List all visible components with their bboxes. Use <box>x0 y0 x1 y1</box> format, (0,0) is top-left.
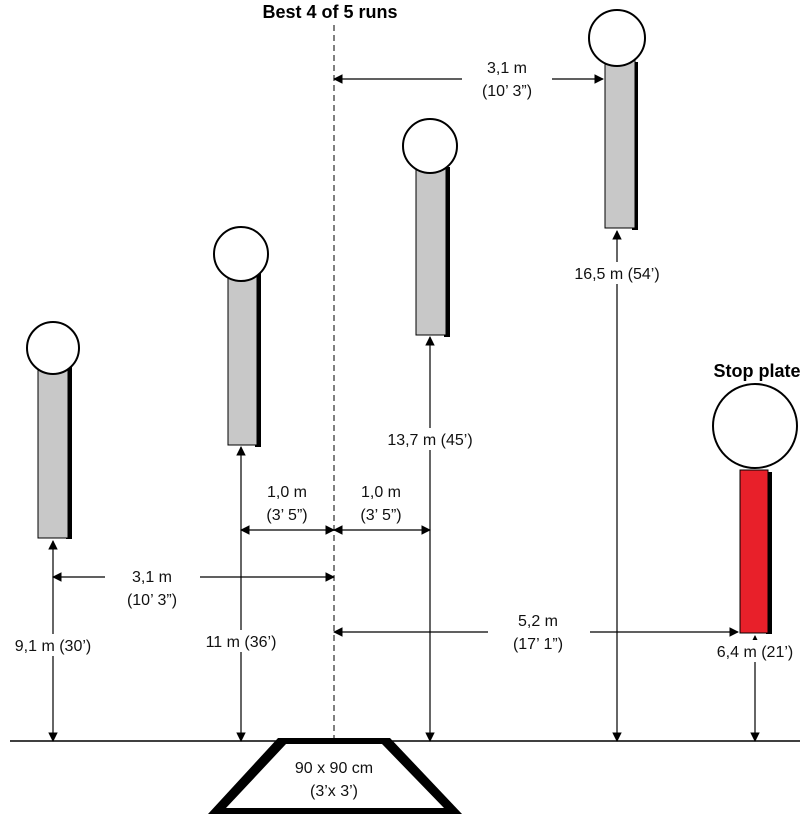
box-size-metric: 90 x 90 cm <box>295 760 373 777</box>
stop-plate <box>712 383 798 634</box>
spacing-stop-imperial: (17’ 1”) <box>513 636 563 653</box>
stop-plate-label: Stop plate <box>713 361 800 381</box>
spacing-left-outer-metric: 3,1 m <box>132 569 172 586</box>
box-size-imperial: (3’x 3’) <box>310 783 358 800</box>
spacing-right-inner-metric: 1,0 m <box>361 484 401 501</box>
spacing-left-inner-metric: 1,0 m <box>267 484 307 501</box>
target-plate-4 <box>588 9 646 230</box>
spacing-stop-metric: 5,2 m <box>518 613 558 630</box>
target-plate-1 <box>26 321 80 539</box>
target-plate-3 <box>402 118 458 337</box>
spacing-right-top-metric: 3,1 m <box>487 60 527 77</box>
title: Best 4 of 5 runs <box>262 2 397 22</box>
distance-label-2: 11 m (36’) <box>206 634 277 651</box>
spacing-right-inner-imperial: (3’ 5”) <box>360 507 401 524</box>
spacing-left-inner-imperial: (3’ 5”) <box>266 507 307 524</box>
distance-label-3: 13,7 m (45’) <box>387 432 472 449</box>
distance-label-4: 16,5 m (54’) <box>574 266 659 283</box>
spacing-right-top-imperial: (10’ 3”) <box>482 83 532 100</box>
distance-label-1: 9,1 m (30’) <box>15 638 91 655</box>
target-plate-2 <box>213 226 269 447</box>
shooting-box <box>208 738 462 814</box>
spacing-left-outer-imperial: (10’ 3”) <box>127 592 177 609</box>
distance-label-stop: 6,4 m (21’) <box>717 644 793 661</box>
